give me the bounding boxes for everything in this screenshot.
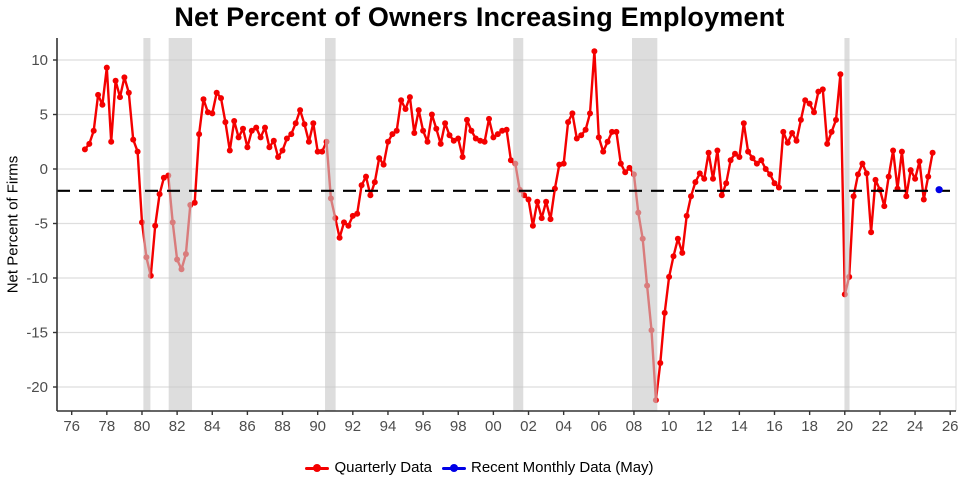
svg-text:10: 10 [31,52,48,69]
svg-text:06: 06 [590,418,607,435]
svg-text:84: 84 [204,418,221,435]
legend-label-monthly: Recent Monthly Data (May) [470,459,654,476]
svg-text:90: 90 [309,418,326,435]
svg-text:10: 10 [661,418,678,435]
svg-text:00: 00 [485,418,502,435]
svg-text:24: 24 [907,418,924,435]
svg-text:14: 14 [731,418,748,435]
svg-text:20: 20 [836,418,853,435]
svg-text:-20: -20 [26,379,48,396]
chart-title: Net Percent of Owners Increasing Employm… [174,2,785,32]
svg-text:86: 86 [239,418,256,435]
svg-text:-10: -10 [26,270,48,287]
legend-label-quarterly: Quarterly Data [334,459,432,476]
quarterly-series-icon [305,463,330,473]
chart-plot-area: 10 5 0 -5 -10 -15 -20 76 78 80 82 84 86 88 90 92 94 96 98 0… [26,38,959,435]
svg-text:-5: -5 [35,216,48,233]
svg-text:94: 94 [380,418,397,435]
svg-text:0: 0 [40,161,48,178]
svg-text:02: 02 [520,418,537,435]
svg-text:80: 80 [134,418,151,435]
svg-text:92: 92 [344,418,361,435]
svg-text:22: 22 [872,418,889,435]
svg-text:78: 78 [98,418,115,435]
svg-text:26: 26 [942,418,959,435]
svg-text:5: 5 [40,107,48,124]
svg-text:08: 08 [626,418,643,435]
svg-text:18: 18 [801,418,818,435]
legend-item-quarterly: Quarterly Data [305,459,432,476]
svg-text:82: 82 [169,418,186,435]
svg-text:-15: -15 [26,325,48,342]
svg-text:12: 12 [696,418,713,435]
svg-text:88: 88 [274,418,291,435]
svg-text:16: 16 [766,418,783,435]
legend-item-monthly: Recent Monthly Data (May) [441,459,654,476]
svg-text:98: 98 [450,418,467,435]
svg-text:76: 76 [63,418,80,435]
chart-legend: Quarterly Data Recent Monthly Data (May) [0,459,959,476]
monthly-series-icon [441,463,466,473]
svg-text:04: 04 [555,418,572,435]
svg-text:96: 96 [415,418,432,435]
